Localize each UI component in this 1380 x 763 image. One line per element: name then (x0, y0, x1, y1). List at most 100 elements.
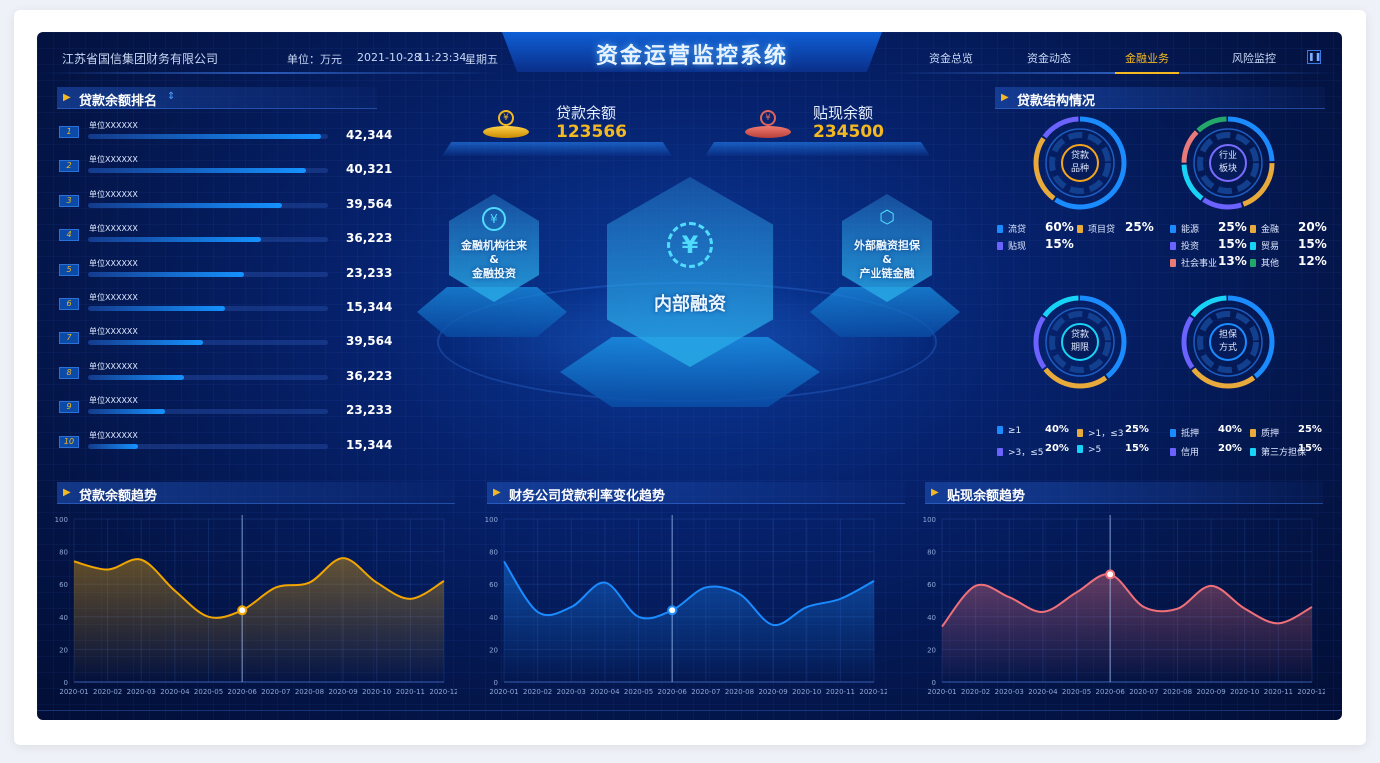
ranking-row[interactable]: 8 单位XXXXXX 36,223 (59, 361, 393, 391)
y-tick-label: 80 (59, 549, 68, 557)
ranking-row[interactable]: 10 单位XXXXXX 15,344 (59, 430, 392, 460)
arrow-icon: ▶ (63, 92, 71, 103)
rank-bar-track (88, 306, 328, 311)
donut-segment (1033, 116, 1127, 210)
pause-icon[interactable]: ❚❚ (1307, 50, 1321, 64)
ranking-row[interactable]: 6 单位XXXXXX 15,344 (59, 292, 393, 322)
legend-swatch (1170, 429, 1176, 437)
ranking-row[interactable]: 4 单位XXXXXX 36,223 (59, 223, 392, 253)
legend-value: 25% (1218, 220, 1247, 234)
ranking-row[interactable]: 1 单位XXXXXX 42,344 (59, 120, 392, 150)
loan-balance-label: 贷款余额 (556, 104, 617, 122)
rank-bar-fill (88, 134, 321, 139)
header-divider (37, 72, 502, 74)
weekday: 星期五 (465, 53, 498, 66)
x-tick-label: 2020-10 (362, 688, 391, 696)
rank-badge: 4 (59, 229, 79, 242)
legend-value: 40% (1045, 424, 1069, 435)
nav-tab-finance[interactable]: 金融业务 (1115, 52, 1179, 74)
legend-name: 项目贷 (1088, 225, 1116, 235)
ranking-row[interactable]: 5 单位XXXXXX 23,233 (59, 258, 393, 288)
x-tick-label: 2020-03 (995, 688, 1024, 696)
donut-label: 行业 板块 (1208, 150, 1248, 176)
sort-icon[interactable]: ⇕ (167, 91, 176, 102)
rank-value: 23,233 (346, 265, 393, 280)
donut-label-line: 期限 (1070, 343, 1089, 353)
legend-item: >3，≤5 (997, 445, 1044, 458)
x-tick-label: 2020-08 (295, 688, 324, 696)
internal-financing-hex[interactable] (607, 177, 773, 367)
x-tick-label: 2020-04 (1028, 688, 1058, 696)
legend-item: 流贷 (997, 222, 1026, 235)
y-tick-label: 40 (59, 614, 68, 622)
data-point[interactable] (237, 605, 248, 616)
donut-label: 贷款 期限 (1060, 329, 1100, 355)
donut-chart (1181, 295, 1275, 389)
legend-swatch (1077, 445, 1083, 453)
rank-value: 39,564 (346, 196, 393, 211)
ranking-row[interactable]: 2 单位XXXXXX 40,321 (59, 154, 393, 184)
unit-name: 单位XXXXXX (89, 258, 138, 268)
donut-label-line: 品种 (1070, 164, 1089, 174)
x-tick-label: 2020-05 (1062, 688, 1091, 696)
legend-name: >3，≤5 (1008, 448, 1044, 458)
rank-value: 36,223 (346, 368, 393, 383)
legend-value: 25% (1125, 220, 1154, 234)
rank-bar-fill (88, 340, 204, 346)
nav-tab-overview[interactable]: 资金总览 (929, 52, 973, 65)
ranking-title: 贷款余额排名 (79, 94, 158, 109)
external-financing-hex[interactable] (842, 194, 932, 302)
donut-center (1209, 323, 1247, 361)
legend-value: 40% (1218, 424, 1242, 435)
ranking-row[interactable]: 7 单位XXXXXX 39,564 (59, 326, 392, 356)
nav-tab-risk[interactable]: 风险监控 (1232, 52, 1276, 65)
legend-name: 其他 (1261, 259, 1280, 269)
y-tick-label: 40 (489, 614, 498, 622)
y-tick-label: 0 (494, 679, 498, 687)
unit-name: 单位XXXXXX (89, 430, 138, 440)
legend-name: 质押 (1261, 429, 1280, 439)
nav-tab-dynamics[interactable]: 资金动态 (1027, 52, 1071, 65)
legend-value: 15% (1125, 443, 1149, 454)
y-tick-label: 0 (932, 679, 936, 687)
y-tick-label: 100 (485, 516, 498, 524)
rank-value: 15,344 (346, 300, 393, 314)
rank-badge: 5 (59, 263, 79, 276)
x-tick-label: 2020-08 (725, 688, 754, 696)
rank-bar-track (88, 409, 328, 415)
x-tick-label: 2020-12 (859, 688, 887, 696)
internal-financing-label: 内部融资 (654, 294, 726, 315)
page-title: 资金运营监控系统 (595, 44, 788, 69)
company-name: 江苏省国信集团财务有限公司 (62, 52, 219, 66)
unit-name: 单位XXXXXX (89, 361, 138, 371)
donut-inner-ring (1045, 128, 1115, 198)
donut-inner-ring (1193, 307, 1263, 377)
rank-bar-track (88, 374, 328, 380)
legend-swatch (1250, 259, 1256, 267)
legend-swatch (1170, 225, 1176, 233)
series-area (74, 558, 444, 682)
ranking-row[interactable]: 9 单位XXXXXX 23,233 (59, 395, 393, 425)
rank-bar-fill (88, 202, 283, 208)
x-tick-label: 2020-03 (127, 688, 156, 696)
unit-name: 单位XXXXXX (89, 327, 138, 337)
line-chart: 0 20 40 60 80 100 2020-01 2020-02 2020-03 2020-04… (923, 515, 1325, 696)
arrow-icon: ▶ (1001, 92, 1009, 103)
donut-tick-ring (1197, 311, 1259, 373)
unit-label: 单位：万元 (287, 53, 342, 66)
discount-balance-value: 234500 (813, 122, 884, 142)
rank-value: 40,321 (346, 162, 393, 177)
x-tick-label: 2020-06 (228, 688, 258, 696)
rank-value: 23,233 (346, 403, 393, 418)
donut-tick-ring (1197, 132, 1259, 194)
data-point[interactable] (1105, 569, 1116, 580)
rank-bar-fill (88, 168, 307, 174)
legend-value: 15% (1218, 237, 1247, 251)
y-tick-label: 0 (64, 679, 68, 687)
data-point[interactable] (667, 605, 678, 616)
loan-balance-value: 123566 (556, 122, 627, 142)
x-tick-label: 2020-07 (261, 688, 290, 696)
donut-segment (1033, 295, 1127, 389)
ranking-row[interactable]: 3 单位XXXXXX 39,564 (59, 189, 393, 219)
legend-item: 社会事业 (1170, 256, 1217, 269)
